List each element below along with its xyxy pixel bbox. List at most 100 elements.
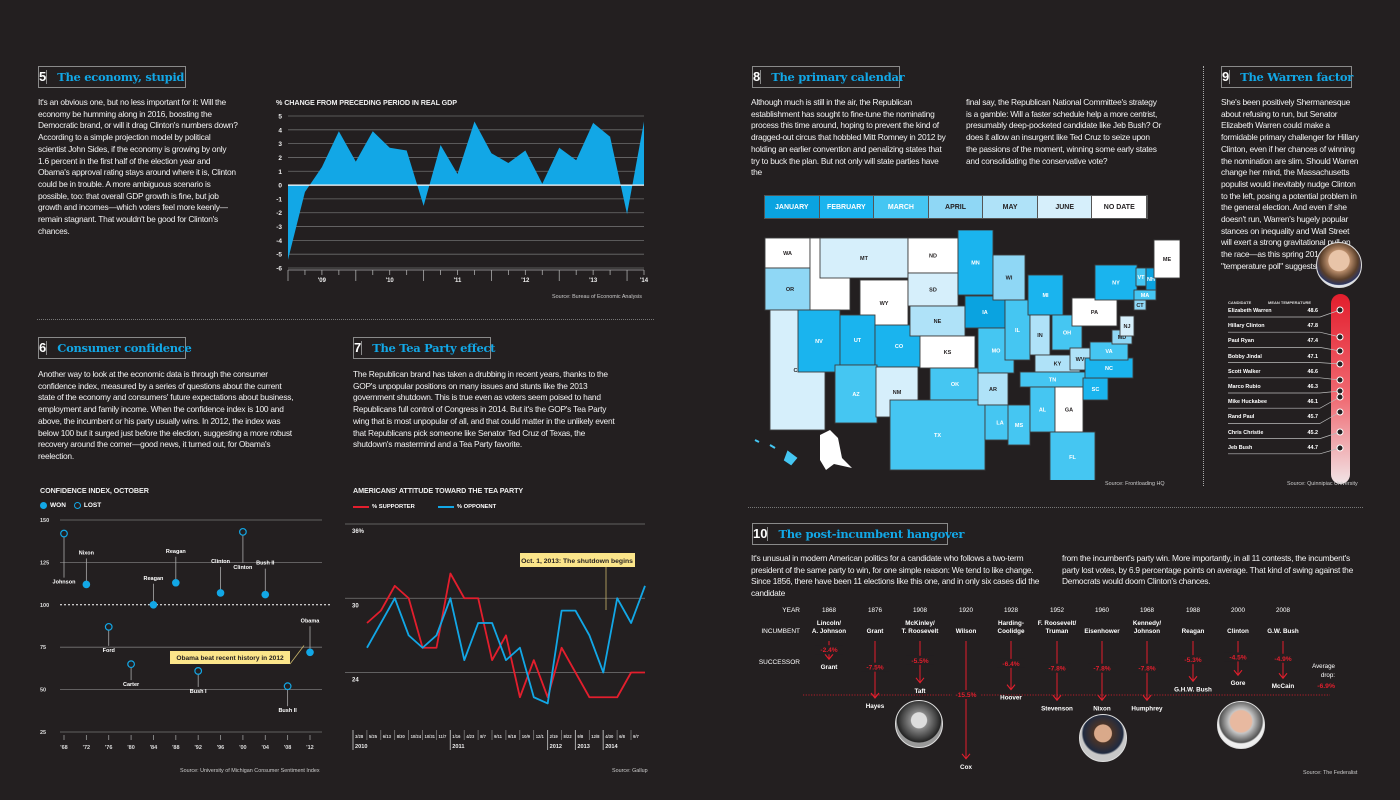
legend-opponent-label: % OPPONENT <box>456 504 497 510</box>
incumbent-name: Truman <box>1046 628 1069 635</box>
confidence-legend: WON LOST <box>40 502 101 509</box>
state-label: CT <box>1136 303 1144 309</box>
drop-label-bg <box>815 645 843 655</box>
x-tick-label: 8/22 <box>564 734 573 739</box>
section-10-body-col1: It's unusual in modern American politics… <box>751 553 1040 599</box>
state-label: NY <box>1112 281 1120 287</box>
annotation-pointer <box>289 645 305 665</box>
election-year: 1988 <box>1186 607 1201 614</box>
state-label: CO <box>895 344 904 350</box>
incumbent-name: Lincoln/ <box>817 620 841 627</box>
x-tick-label: 9/18 <box>508 734 517 739</box>
x-tick-label: '12 <box>521 278 530 284</box>
drop-label-bg <box>1133 663 1161 673</box>
section-5-header: 5 The economy, stupid <box>38 66 186 88</box>
y-tick-label: -1 <box>276 196 282 203</box>
state-label: NH <box>1147 277 1155 283</box>
divider <box>748 507 1363 508</box>
temperature-dot <box>1336 376 1344 384</box>
arrow-head <box>961 753 971 760</box>
x-tick-label: 4/30 <box>605 734 614 739</box>
x-tick-label: '68 <box>60 745 67 751</box>
temperature-row: Scott Walker 46.6 <box>1228 369 1318 375</box>
year-label: 2013 <box>577 744 589 750</box>
x-tick-label: '08 <box>284 745 291 751</box>
annotation-box <box>520 553 635 567</box>
connector-line <box>1228 447 1341 455</box>
x-tick-label: 10/31 <box>425 734 436 739</box>
election-year: 1876 <box>868 607 883 614</box>
temperature-row: Chris Christie 45.2 <box>1228 430 1318 436</box>
state-label: TN <box>1049 378 1056 384</box>
mean-temperature: 46.6 <box>1307 368 1319 375</box>
average-value: -6.9% <box>1317 683 1335 690</box>
state-va <box>1089 341 1129 361</box>
state-il <box>1004 299 1031 361</box>
drop-label-bg <box>997 658 1025 668</box>
connector-line <box>1228 309 1341 318</box>
candidate-name: Jeb Bush <box>1228 444 1253 451</box>
state-mt <box>819 237 909 279</box>
lost-point <box>104 622 113 631</box>
average-label: Average <box>1312 663 1335 670</box>
state-label: AL <box>1039 408 1047 414</box>
temperature-dot <box>1336 393 1344 401</box>
point-label: Bush I <box>190 689 207 695</box>
temperature-row: Jeb Bush 44.7 <box>1228 445 1318 451</box>
section-title: The post-incumbent hangover <box>778 527 965 541</box>
y-tick-label: 2 <box>278 155 282 162</box>
drop-value: -7.8% <box>1093 666 1110 673</box>
x-tick-label: '14 <box>640 278 649 284</box>
state-label: ND <box>929 254 937 260</box>
state-label: PA <box>1091 310 1098 316</box>
state-label: ME <box>1163 257 1172 263</box>
point-label: Reagan <box>144 576 165 582</box>
thermometer-column-temperature: MEAN TEMPERATURE <box>1268 300 1312 305</box>
successor-name: Nixon <box>1093 705 1111 712</box>
successor-name: Grant <box>821 664 839 671</box>
section-8-header: 8 The primary calendar <box>752 66 905 88</box>
y-tick-label: -6 <box>276 266 282 273</box>
mean-temperature: 47.4 <box>1307 338 1319 345</box>
state-label: OH <box>1063 331 1071 337</box>
state-label: VA <box>1105 349 1112 355</box>
confidence-index-chart: 150 125 100 75 50 25 '68 '72 '76 '80 '84 '88 '92 '96 '… <box>40 518 332 751</box>
row-label-successor: SUCCESSOR <box>759 659 800 666</box>
gore-photo <box>1217 701 1265 749</box>
state-label: FL <box>1069 455 1076 461</box>
gdp-area-chart: 5 4 3 2 1 0 -1 -2 -3 -4 -5 -6 '09 '10 '11 '12 '13 '14 <box>276 114 649 285</box>
election-year: 1960 <box>1095 607 1110 614</box>
x-tick-label: 3/28 <box>355 734 364 739</box>
state-ks <box>919 335 976 369</box>
state-label: MS <box>1015 423 1024 429</box>
legend-march: MARCH <box>874 196 929 218</box>
hangover-source: Source: The Federalist <box>1303 770 1358 776</box>
section-8-body-col1: Although much is still in the air, the R… <box>751 97 946 178</box>
incumbent-name: F. Roosevelt/ <box>1038 620 1077 627</box>
supporter-line-icon <box>353 506 369 508</box>
legend-june: JUNE <box>1037 196 1093 218</box>
state-label: TX <box>934 433 941 439</box>
point-label: Carter <box>123 682 140 688</box>
state-nj <box>1119 315 1135 337</box>
state-nh <box>1145 267 1157 291</box>
y-tick-label: 150 <box>40 518 49 524</box>
state-label: MI <box>1042 293 1049 299</box>
state-ne <box>909 305 966 337</box>
arrow-head <box>1052 694 1062 702</box>
state-label: MT <box>860 256 869 262</box>
state-ar <box>977 372 1009 406</box>
year-label: 2014 <box>605 744 618 750</box>
section-5-body: It's an obvious one, but no less importa… <box>38 97 238 236</box>
state-label: OR <box>786 287 794 293</box>
point-label: Clinton <box>233 565 253 571</box>
section-10-body-col2: from the incumbent's party win. More imp… <box>1062 553 1353 587</box>
x-tick-label: 8/7 <box>480 734 486 739</box>
taft-photo <box>895 700 943 748</box>
x-tick-label: 9/11 <box>494 734 503 739</box>
point-label: Bush II <box>278 708 297 714</box>
y-tick-label: 50 <box>40 688 46 694</box>
x-tick-label: 10/9 <box>522 734 531 739</box>
point-label: Reagan <box>166 549 187 555</box>
section-6-body: Another way to look at the economic data… <box>38 369 294 461</box>
